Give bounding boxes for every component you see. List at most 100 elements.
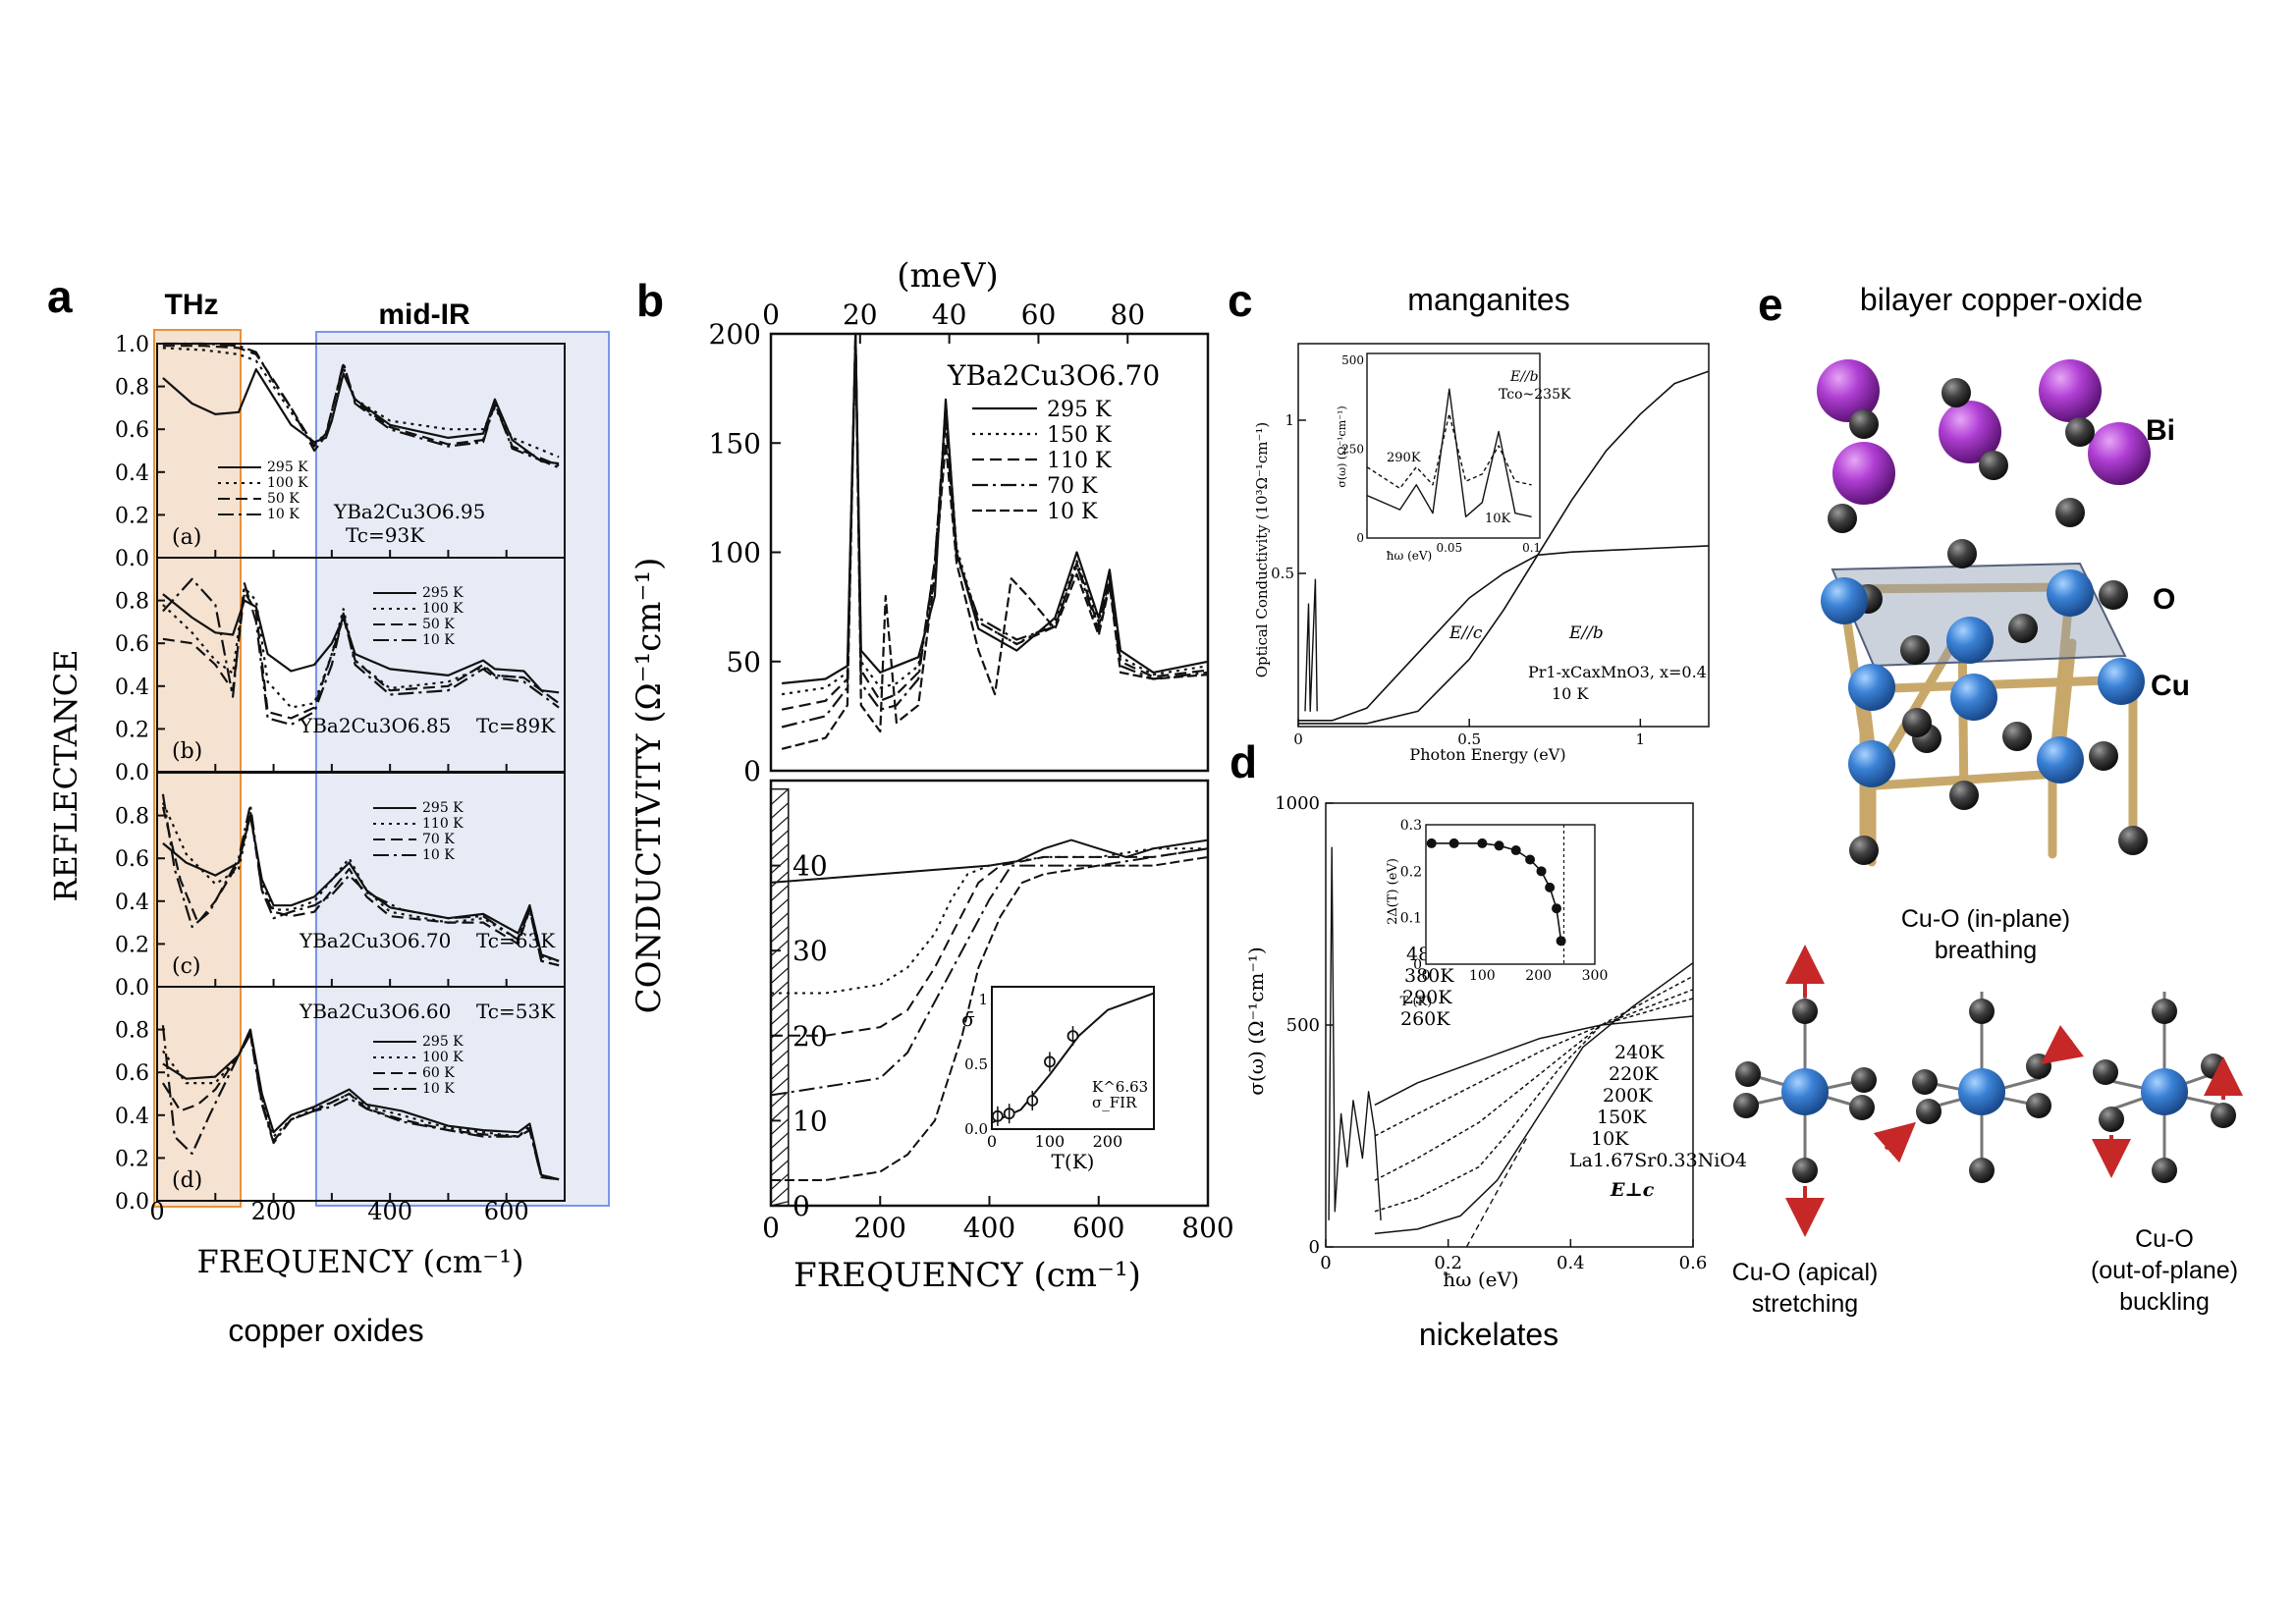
a-legend-label: 295 K: [267, 460, 308, 475]
c-inset-ytick-label: 500: [1341, 353, 1364, 367]
a-series-line: [161, 802, 560, 962]
c-series-line: [1298, 545, 1710, 722]
b-hatch-line: [770, 1050, 790, 1067]
c-ytick-label: 1: [1285, 411, 1294, 429]
b-upper-ytick-label: 200: [709, 318, 761, 351]
b-xtick-label: 800: [1181, 1212, 1233, 1244]
d-temp-right: 200K: [1603, 1085, 1653, 1107]
c-xtick-label: 0.5: [1457, 730, 1481, 748]
a-legend-label: 70 K: [422, 832, 455, 847]
d-inset-ylabel: 2Δ(T) (eV): [1386, 858, 1400, 925]
a-ytick-label: 0.2: [115, 504, 149, 528]
mode-stretching: [1733, 945, 1877, 1237]
a-legend-label: 100 K: [267, 475, 308, 491]
mode-stretching-line2: stretching: [1752, 1290, 1858, 1318]
caption-copper-oxides: copper oxides: [228, 1313, 423, 1348]
d-phonon-spikes: [1328, 846, 1382, 1220]
b-legend-label: 295 K: [1047, 398, 1112, 422]
b-top-tick-label: 80: [1110, 298, 1145, 331]
a-series-line: [162, 586, 560, 709]
panel-letter-c: c: [1228, 275, 1253, 326]
a-ytick-label: 0.6: [115, 418, 149, 443]
b-upper-series-line: [781, 332, 1209, 750]
d-inset-point: [1552, 903, 1562, 914]
b-inset-ylabel: σ̄: [961, 1007, 975, 1031]
b-hatch-line: [770, 885, 790, 902]
b-xtick-label: 0: [762, 1212, 780, 1244]
b-hatch-line: [770, 843, 790, 861]
a-ylabel: REFLECTANCE: [47, 649, 84, 901]
b-legend-label: 150 K: [1047, 423, 1112, 448]
d-inset-point: [1536, 866, 1547, 877]
a-tc: Tc=89K: [476, 714, 556, 737]
d-material: La1.67Sr0.33NiO4: [1569, 1150, 1747, 1171]
b-hatch-line: [770, 981, 790, 999]
a-ytick-label: 0.2: [115, 1147, 149, 1171]
b-hatch-line: [770, 1063, 790, 1081]
a-series-line: [162, 593, 560, 694]
a-legend-label: 295 K: [422, 1034, 464, 1050]
a-xtick-label: 600: [484, 1198, 529, 1225]
c-inset-series-line: [1366, 412, 1532, 490]
d-ytick-label: 1000: [1275, 793, 1320, 814]
c-inset-xtick-label: 0.1: [1522, 541, 1541, 555]
a-legend-label: 50 K: [422, 617, 455, 632]
d-ylabel: σ(ω) (Ω⁻¹cm⁻¹): [1244, 946, 1268, 1095]
caption-bilayer: bilayer copper-oxide: [1860, 282, 2143, 317]
mode-stretching-line1: Cu-O (apical): [1732, 1259, 1879, 1286]
b-legend-label: 110 K: [1047, 449, 1112, 473]
c-ytick-label: 0.5: [1271, 565, 1294, 582]
d-inset-ytick-label: 0.2: [1400, 864, 1422, 880]
b-inset-curve: [991, 992, 1155, 1124]
b-hatch-line: [770, 788, 790, 806]
c-temp: 10 K: [1552, 684, 1589, 703]
a-material: YBa2Cu3O6.85: [299, 714, 451, 737]
b-inset-xlabel: T(K): [1052, 1150, 1095, 1173]
bi-label: Bi: [2146, 414, 2175, 447]
panel-d: 00.20.40.605001000480K380K290K260K240K22…: [1244, 793, 1747, 1291]
mode-breathing: [1873, 992, 2084, 1183]
d-extrapolation: [1465, 1135, 1529, 1248]
caption-manganites: manganites: [1407, 282, 1569, 317]
b-inset-legend-1: K^6.63: [1092, 1078, 1148, 1096]
a-ytick-label: 0.0: [115, 761, 149, 785]
d-xtick-label: 0: [1320, 1253, 1331, 1273]
b-inset-ytick-label: 1: [978, 991, 988, 1008]
b-top-tick-label: 60: [1021, 298, 1057, 331]
a-xtick-label: 400: [367, 1198, 412, 1225]
d-inset-xtick-label: 100: [1469, 968, 1496, 984]
b-inset-legend-2: σ_FIR: [1092, 1094, 1137, 1111]
d-inset-point: [1545, 882, 1556, 892]
a-series-line: [162, 590, 560, 720]
a-legend-label: 10 K: [422, 1081, 455, 1097]
b-hatch-line: [770, 1105, 790, 1122]
a-material: YBa2Cu3O6.70: [299, 929, 451, 952]
mode-buckling-line3: buckling: [2119, 1288, 2210, 1316]
b-hatch-line: [770, 1132, 790, 1150]
panel-c: 0 0.5 1 0.5 1 0.05 0.1 0 250 500 Optical Conducti…: [1253, 343, 1710, 764]
a-tc: Tc=93K: [346, 523, 425, 547]
d-temp-right: 150K: [1597, 1107, 1647, 1128]
d-polarization: E⊥c: [1610, 1179, 1655, 1201]
a-ytick-label: 0.8: [115, 805, 149, 830]
b-legend-label: 10 K: [1047, 500, 1098, 524]
b-hatch-line: [770, 1091, 790, 1108]
b-hatch-line: [770, 1146, 790, 1163]
b-upper-frame: [769, 332, 1210, 773]
c-inset-xlabel: ħω (eV): [1387, 549, 1432, 563]
b-inset-xtick-label: 200: [1093, 1132, 1123, 1151]
d-series-line: [1374, 975, 1694, 1213]
d-inset-curve: [1431, 842, 1562, 942]
a-tc: Tc=53K: [476, 1000, 556, 1023]
a-ytick-label: 0.4: [115, 1105, 149, 1129]
d-xlabel: ħω (eV): [1443, 1268, 1518, 1291]
d-inset-xlabel: T (K): [1400, 995, 1433, 1009]
o-label: O: [2153, 583, 2175, 616]
a-series-line: [162, 577, 560, 727]
b-hatch-line: [770, 1173, 790, 1191]
a-ytick-label: 0.0: [115, 976, 149, 1000]
midir-label: mid-IR: [378, 298, 470, 331]
mode-buckling-line2: (out-of-plane): [2091, 1257, 2238, 1284]
b-hatch-line: [770, 1077, 790, 1095]
